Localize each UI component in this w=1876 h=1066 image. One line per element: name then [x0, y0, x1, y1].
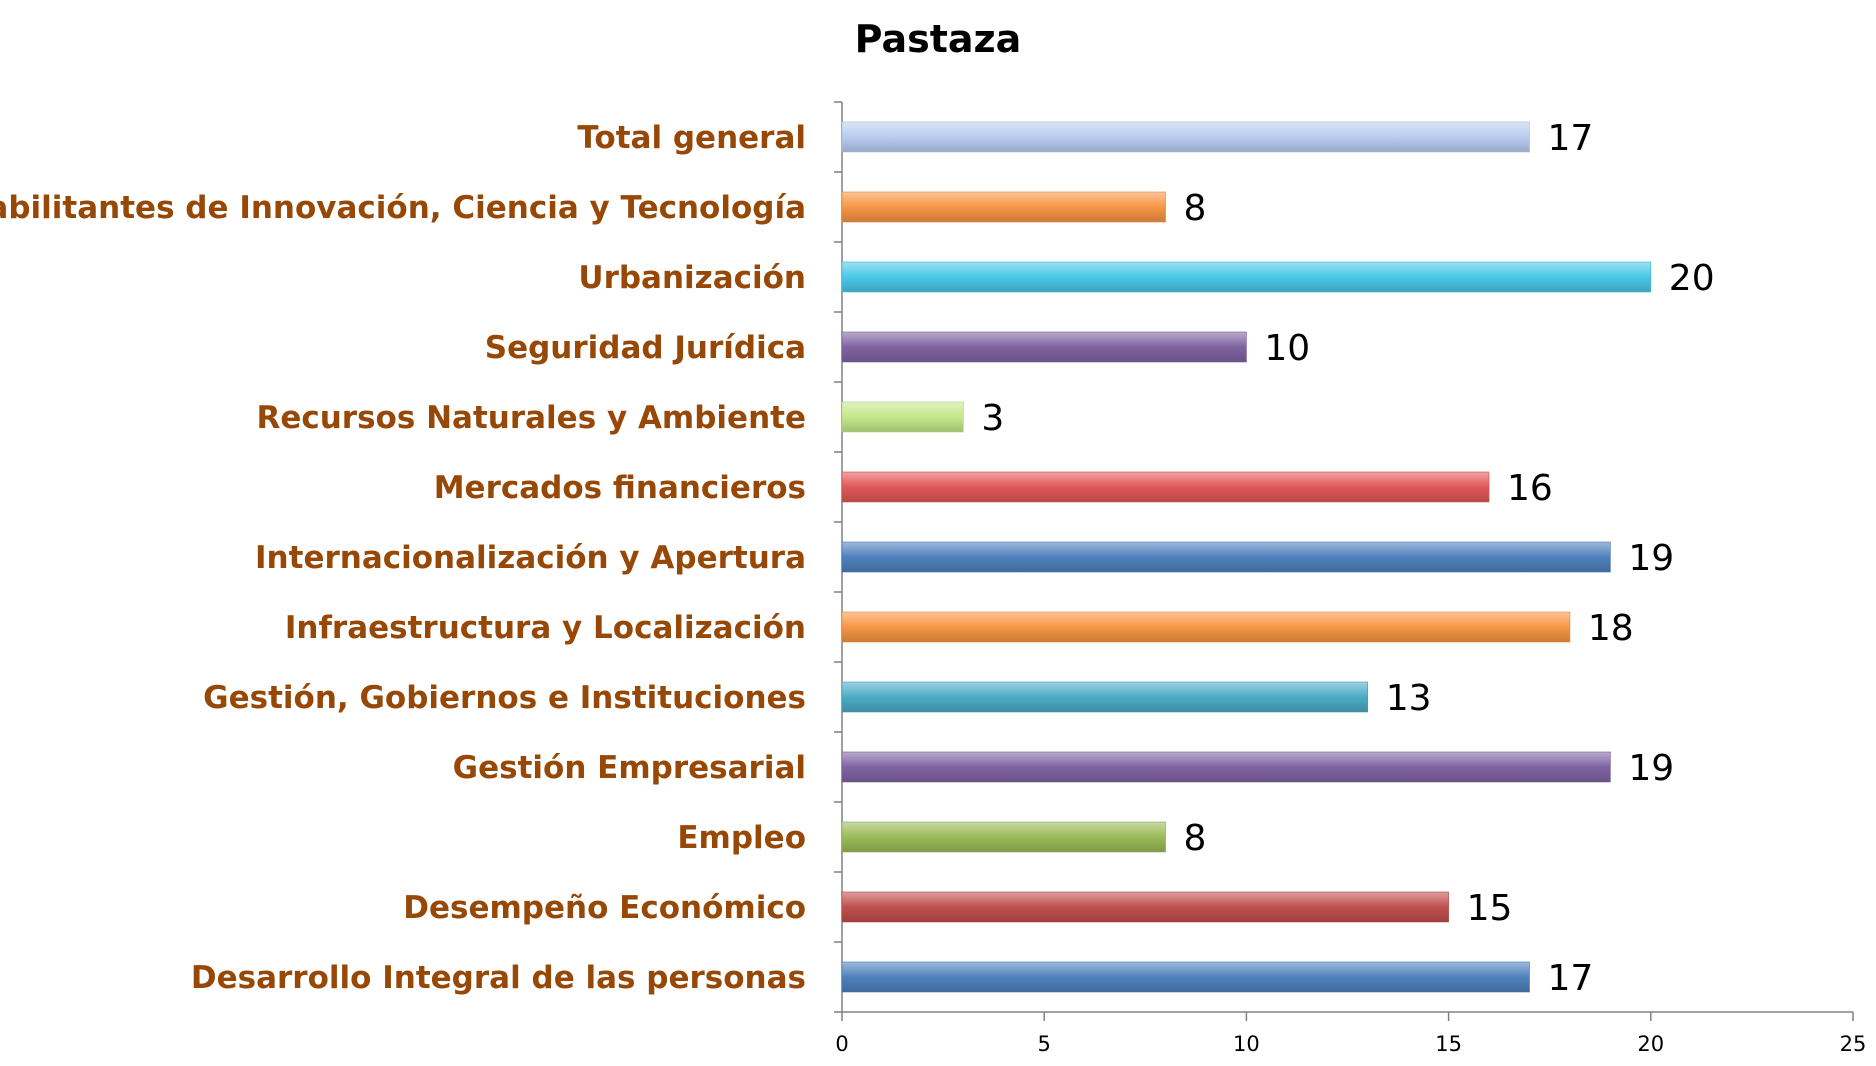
bar [841, 471, 1490, 503]
x-tick-label: 5 [1038, 1032, 1051, 1056]
bar [841, 191, 1166, 223]
category-label: Mercados financieros [434, 470, 806, 506]
bar [841, 961, 1530, 993]
data-label: 16 [1507, 468, 1553, 509]
category-label: Desarrollo Integral de las personas [191, 960, 806, 996]
category-label: Infraestructura y Localización [285, 610, 806, 646]
data-label: 19 [1628, 748, 1674, 789]
data-label: 19 [1628, 538, 1674, 579]
bar [841, 681, 1369, 713]
x-tick-label: 15 [1435, 1032, 1462, 1056]
bar [841, 891, 1449, 923]
category-label: Seguridad Jurídica [485, 330, 806, 366]
bar [841, 261, 1652, 293]
x-tick-label: 20 [1637, 1032, 1664, 1056]
data-label: 17 [1547, 118, 1593, 159]
x-tick-label: 10 [1233, 1032, 1260, 1056]
bars: Total general 17 Habilitantes de Innovació… [0, 118, 1715, 999]
data-label: 15 [1467, 888, 1513, 929]
x-tick-label: 25 [1840, 1032, 1867, 1056]
bar [841, 821, 1166, 853]
bar [841, 331, 1247, 363]
data-label: 8 [1184, 188, 1207, 229]
category-label: Internacionalización y Apertura [255, 540, 806, 576]
chart-title: Pastaza [855, 17, 1022, 61]
data-label: 3 [981, 398, 1004, 439]
category-label: Total general [577, 120, 806, 156]
category-label: Gestión, Gobiernos e Instituciones [203, 680, 806, 716]
bar [841, 121, 1530, 153]
category-label: Empleo [677, 820, 806, 856]
bar [841, 611, 1571, 643]
x-tick-label: 0 [835, 1032, 848, 1056]
data-label: 20 [1669, 258, 1715, 299]
category-label: Habilitantes de Innovación, Ciencia y Te… [0, 190, 806, 226]
category-label: Desempeño Económico [403, 890, 806, 926]
data-label: 8 [1184, 818, 1207, 859]
data-label: 10 [1264, 328, 1310, 369]
bar [841, 751, 1611, 783]
category-label: Gestión Empresarial [453, 750, 806, 786]
axes: 0 5 10 15 20 25 [834, 101, 1867, 1056]
bar [841, 541, 1611, 573]
data-label: 17 [1547, 958, 1593, 999]
data-label: 13 [1386, 678, 1432, 719]
bar [841, 401, 964, 433]
data-label: 18 [1588, 608, 1634, 649]
category-label: Urbanización [578, 260, 806, 296]
category-label: Recursos Naturales y Ambiente [256, 400, 806, 436]
